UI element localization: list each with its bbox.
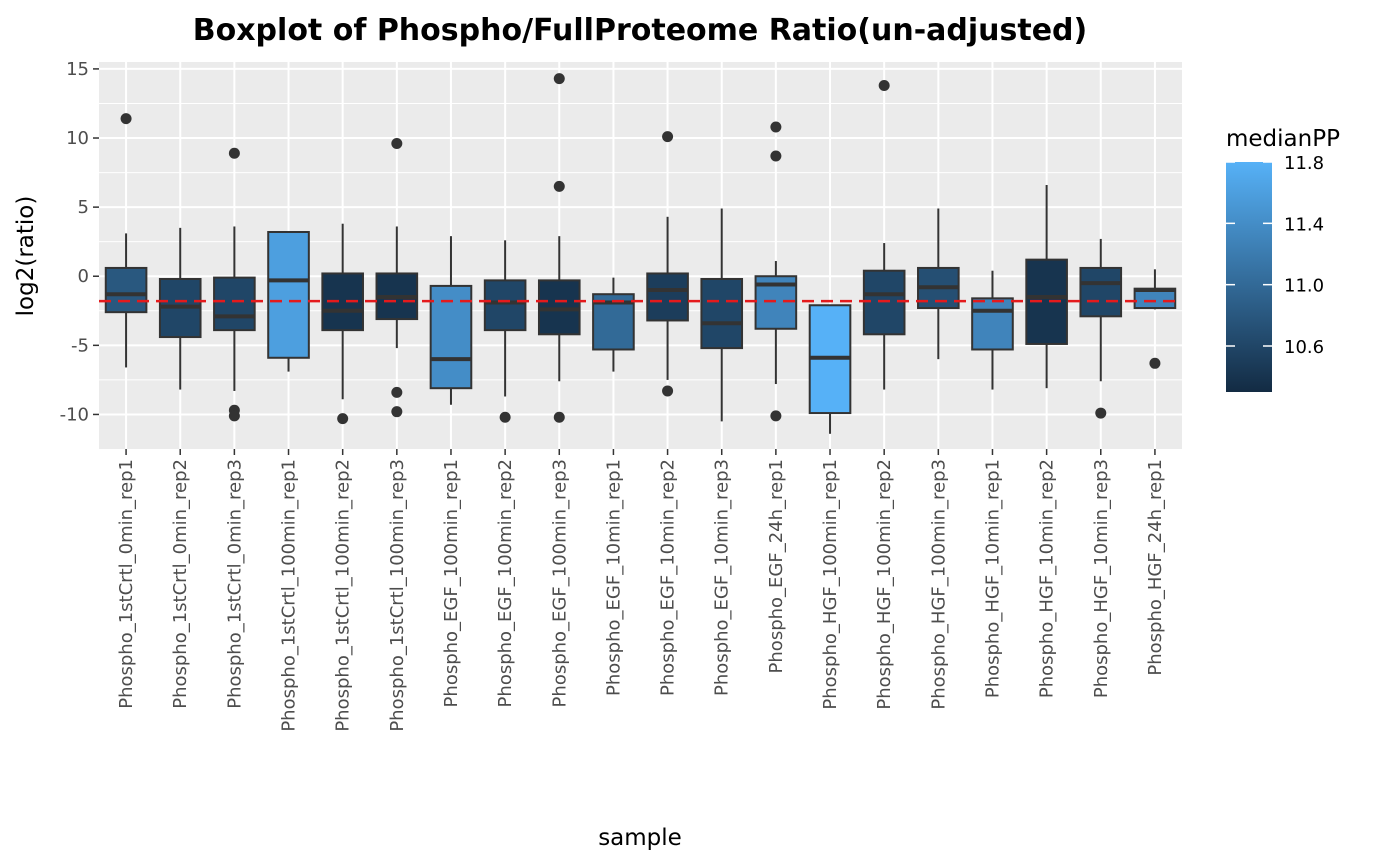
color-legend: medianPP 10.6 11.0 11.4 11.8 [1226, 126, 1340, 392]
outlier-point [1149, 357, 1161, 369]
y-axis-title: log2(ratio) [13, 196, 39, 317]
x-tick-label: Phospho_HGF_10min_rep2 [1037, 459, 1058, 698]
box-iqr [429, 284, 473, 390]
box-Phospho_1stCrtl_100min_rep3 [375, 138, 419, 418]
legend-tick-label: 10.6 [1284, 337, 1324, 358]
box-iqr [213, 276, 256, 332]
x-tick-label: Phospho_HGF_10min_rep1 [982, 459, 1003, 698]
box-Phospho_EGF_100min_rep3 [537, 73, 581, 423]
x-tick-label: Phospho_EGF_10min_rep2 [658, 459, 679, 696]
x-tick-label: Phospho_EGF_100min_rep3 [549, 459, 570, 707]
outlier-point [499, 411, 511, 423]
outlier-point [878, 79, 890, 91]
box-Phospho_HGF_10min_rep1 [971, 270, 1014, 390]
x-tick-label: Phospho_HGF_10min_rep3 [1091, 459, 1112, 698]
y-axis: -10 -5 0 5 10 15 [60, 59, 99, 425]
box-Phospho_HGF_10min_rep3 [1079, 238, 1123, 419]
x-tick-label: Phospho_1stCrtl_100min_rep2 [333, 459, 354, 732]
box-iqr [971, 297, 1014, 351]
box-Phospho_1stCrtl_100min_rep1 [267, 231, 310, 372]
x-axis-title: sample [598, 825, 682, 851]
outlier-point [553, 411, 565, 423]
x-tick-label: Phospho_1stCrtl_100min_rep3 [387, 459, 408, 732]
box-Phospho_HGF_24h_rep1 [1133, 269, 1177, 369]
x-tick-label: Phospho_EGF_100min_rep2 [495, 459, 516, 707]
x-tick-label: Phospho_EGF_10min_rep1 [603, 459, 624, 696]
outlier-point [770, 150, 782, 162]
x-tick-label: Phospho_1stCrtl_100min_rep1 [279, 459, 300, 732]
outlier-point [770, 410, 782, 422]
box-iqr [483, 279, 527, 332]
x-tick-label: Phospho_HGF_100min_rep1 [820, 459, 841, 710]
outlier-point [391, 138, 403, 150]
outlier-point [228, 410, 240, 422]
box-Phospho_1stCrtl_0min_rep2 [158, 227, 202, 390]
outlier-point [553, 73, 565, 85]
outlier-point [391, 386, 403, 398]
box-iqr [862, 269, 906, 336]
y-tick-label: -5 [71, 335, 89, 356]
x-tick-label: Phospho_1stCrtl_0min_rep3 [224, 459, 245, 709]
box-Phospho_EGF_10min_rep1 [592, 277, 635, 372]
chart-title: Boxplot of Phospho/FullProteome Ratio(un… [193, 13, 1088, 48]
outlier-point [228, 147, 240, 159]
legend-tick-label: 11.8 [1284, 153, 1324, 174]
box-iqr [537, 279, 581, 336]
box-Phospho_1stCrtl_0min_rep1 [104, 113, 148, 368]
box-iqr [267, 231, 310, 359]
outlier-point [1095, 407, 1107, 419]
box-Phospho_EGF_24h_rep1 [754, 121, 798, 422]
x-tick-label: Phospho_1stCrtl_0min_rep2 [170, 459, 191, 709]
y-tick-label: 5 [78, 197, 89, 218]
outlier-point [120, 113, 132, 125]
x-axis: Phospho_1stCrtl_0min_rep1 Phospho_1stCrtl… [116, 449, 1166, 732]
box-iqr [646, 272, 689, 322]
outlier-point [391, 406, 403, 418]
plot-panel [99, 62, 1182, 449]
box-iqr [700, 277, 744, 350]
x-tick-label: Phospho_EGF_24h_rep1 [766, 459, 787, 673]
outlier-point [662, 131, 674, 143]
box-Phospho_HGF_100min_rep1 [808, 304, 852, 434]
legend-ticks: 10.6 11.0 11.4 11.8 [1226, 153, 1324, 358]
x-tick-label: Phospho_HGF_24h_rep1 [1145, 459, 1166, 676]
y-tick-label: 15 [66, 59, 89, 80]
box-iqr [1079, 266, 1123, 318]
box-Phospho_EGF_100min_rep2 [483, 240, 527, 423]
x-tick-label: Phospho_HGF_100min_rep3 [928, 459, 949, 710]
x-tick-label: Phospho_EGF_100min_rep1 [441, 459, 462, 707]
box-Phospho_EGF_10min_rep2 [646, 131, 689, 397]
x-tick-label: Phospho_EGF_10min_rep3 [712, 459, 733, 696]
legend-colorbar [1226, 162, 1272, 392]
outlier-point [662, 385, 674, 397]
box-Phospho_EGF_100min_rep1 [429, 236, 473, 405]
legend-title: medianPP [1226, 126, 1340, 152]
box-Phospho_1stCrtl_0min_rep3 [213, 147, 256, 422]
y-tick-label: 0 [78, 266, 89, 287]
outlier-point [553, 180, 565, 192]
y-tick-label: -10 [60, 404, 89, 425]
box-iqr [104, 266, 148, 314]
box-Phospho_HGF_100min_rep2 [862, 79, 906, 390]
box-series [104, 73, 1177, 434]
legend-tick-label: 11.0 [1284, 276, 1324, 297]
box-Phospho_EGF_10min_rep3 [700, 208, 744, 422]
y-tick-label: 10 [66, 128, 89, 149]
outlier-point [770, 121, 782, 133]
x-tick-label: Phospho_HGF_100min_rep2 [874, 459, 895, 710]
legend-tick-label: 11.4 [1284, 214, 1324, 235]
outlier-point [337, 413, 349, 425]
x-tick-label: Phospho_1stCrtl_0min_rep1 [116, 459, 137, 709]
